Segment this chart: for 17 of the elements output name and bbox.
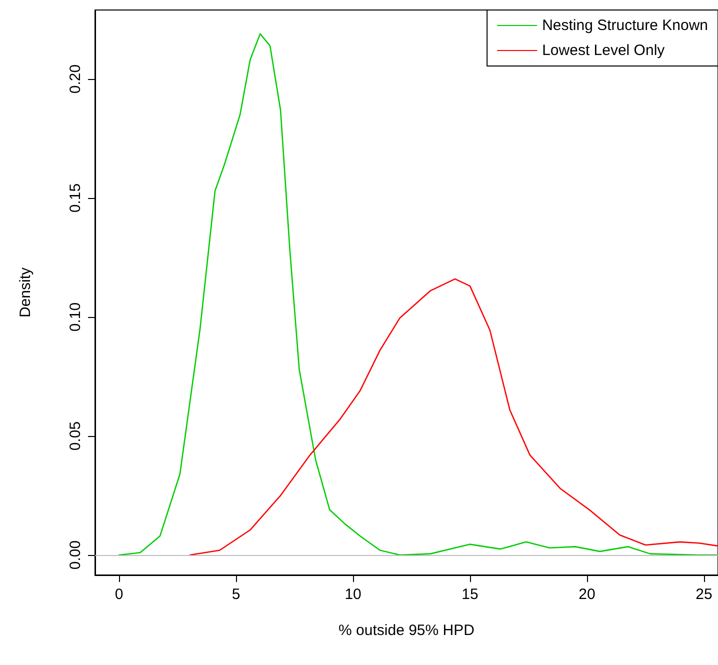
legend-label: Lowest Level Only bbox=[542, 42, 666, 59]
y-axis-title: Density bbox=[17, 267, 34, 318]
y-tick-label: 0.10 bbox=[67, 302, 84, 332]
x-tick-label: 10 bbox=[344, 586, 362, 603]
x-axis-title: % outside 95% HPD bbox=[338, 622, 475, 639]
y-tick-label: 0.00 bbox=[67, 540, 84, 570]
x-tick-label: 15 bbox=[462, 586, 478, 603]
x-tick-label: 5 bbox=[232, 586, 240, 603]
line-series bbox=[118, 33, 718, 556]
y-tick-label: 0.15 bbox=[67, 183, 84, 213]
x-tick-label: 20 bbox=[578, 586, 596, 603]
legend-label: Nesting Structure Known bbox=[542, 17, 708, 34]
y-tick-label: 0.05 bbox=[67, 421, 84, 451]
x-tick-label: 25 bbox=[696, 586, 712, 603]
y-tick-label: 0.20 bbox=[67, 64, 84, 94]
line-series bbox=[189, 278, 718, 556]
x-tick-label: 0 bbox=[114, 586, 124, 603]
